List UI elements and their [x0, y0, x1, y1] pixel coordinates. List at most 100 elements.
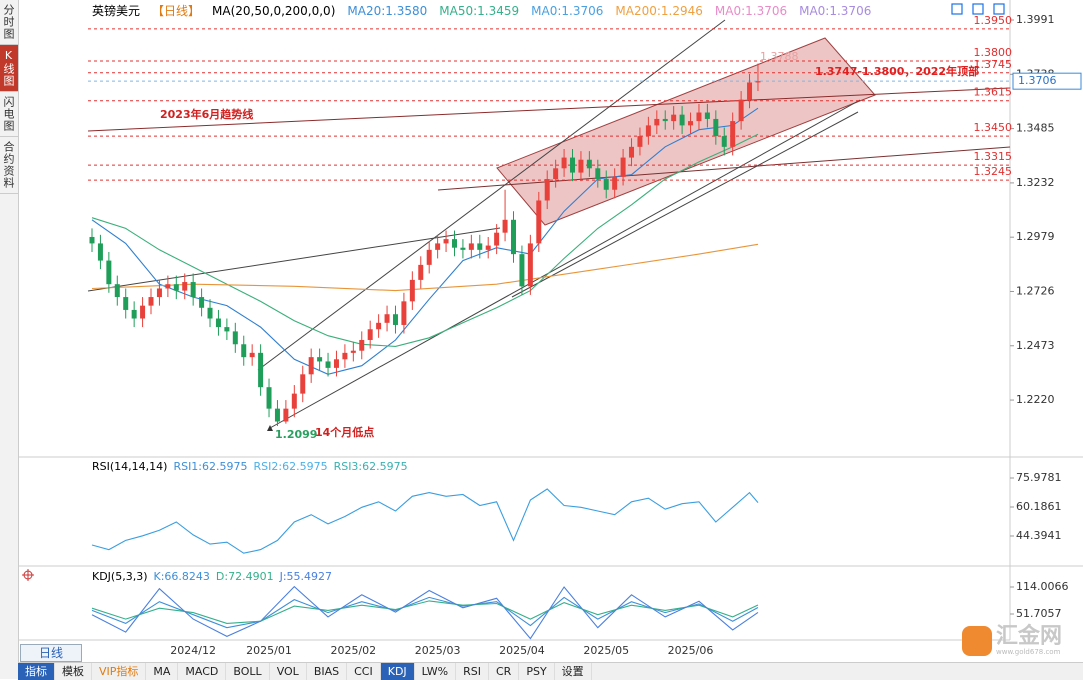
candle-body — [165, 284, 171, 289]
candle-body — [401, 301, 407, 325]
candle-body — [224, 327, 230, 332]
candle-body — [156, 288, 162, 298]
candle-body — [333, 359, 339, 368]
y-tick-label: 60.1861 — [1016, 500, 1062, 513]
legend-item: MA200:1.2946 — [615, 4, 703, 18]
candle-body — [274, 408, 280, 422]
level-label: 1.3950 — [974, 14, 1013, 27]
legend-item: MA0:1.3706 — [799, 4, 872, 18]
rsi-header: RSI(14,14,14) RSI1:62.5975 RSI2:62.5975 RSI… — [92, 460, 414, 473]
x-tick-label: 2024/12 — [170, 644, 216, 657]
logo-url: www.gold678.com — [996, 648, 1061, 656]
sidebar-tab[interactable]: K线图 — [0, 45, 18, 92]
legend-item: RSI2:62.5975 — [253, 460, 328, 473]
toolbar-item[interactable]: KDJ — [380, 663, 415, 680]
legend-item: RSI3:62.5975 — [333, 460, 408, 473]
candle-body — [485, 245, 491, 250]
candle-body — [392, 314, 398, 325]
panel-title: RSI(14,14,14) — [92, 460, 168, 473]
candle-body — [494, 232, 500, 246]
indicator-line — [91, 585, 759, 640]
candle-body — [384, 314, 390, 323]
toolbar-item[interactable]: VOL — [270, 663, 307, 680]
indicator-line — [91, 600, 759, 624]
candle-body — [283, 408, 289, 422]
toolbar-item[interactable]: MACD — [178, 663, 227, 680]
candle-body — [561, 157, 567, 169]
candle-body — [249, 352, 255, 358]
candle-body — [704, 112, 710, 119]
period: 【日线】 — [152, 4, 201, 18]
toolbar-item[interactable]: 设置 — [555, 663, 592, 680]
sidebar-tab[interactable]: 合约资料 — [0, 137, 18, 194]
candle-body — [342, 352, 348, 360]
logo: 汇金网 www.gold678.com — [962, 622, 1082, 660]
toolbar-item[interactable]: CCI — [347, 663, 381, 680]
candle-body — [190, 282, 196, 298]
toolbar-item[interactable]: CR — [489, 663, 520, 680]
y-tick-label: 1.2979 — [1016, 230, 1055, 243]
candle-body — [460, 247, 466, 250]
candle-body — [586, 159, 592, 169]
candle-body — [409, 279, 415, 302]
x-tick-label: 2025/02 — [330, 644, 376, 657]
x-tick-label: 2025/05 — [583, 644, 629, 657]
candle-body — [97, 243, 103, 261]
toolbar-item[interactable]: BIAS — [307, 663, 348, 680]
candle-body — [451, 239, 457, 248]
candle-body — [131, 309, 137, 319]
toolbar-item[interactable]: 指标 — [18, 663, 55, 680]
candle-body — [300, 374, 306, 394]
toolbar-item[interactable]: LW% — [415, 663, 457, 680]
candle-body — [418, 264, 424, 280]
candle-body — [123, 297, 129, 310]
candle-body — [443, 239, 449, 244]
trend-line — [437, 146, 1011, 191]
legend-item: MA0:1.3706 — [531, 4, 604, 18]
candle-body — [350, 350, 356, 353]
candle-body — [199, 297, 205, 308]
y-tick-label: 1.3991 — [1016, 13, 1055, 26]
x-tick-label: 2025/01 — [246, 644, 292, 657]
y-tick-label: 1.2473 — [1016, 339, 1055, 352]
y-tick-label: 1.2220 — [1016, 393, 1055, 406]
candle-body — [544, 179, 550, 201]
period-tab[interactable]: 日线 — [20, 644, 82, 662]
toolbar-item[interactable]: PSY — [519, 663, 555, 680]
candle-body — [654, 118, 660, 126]
candle-body — [232, 331, 238, 345]
legend-item: J:55.4927 — [279, 570, 333, 583]
candle-body — [662, 118, 668, 122]
candle-body — [308, 357, 314, 375]
trend-line — [87, 87, 1011, 132]
candle-body — [688, 121, 694, 126]
toolbar-item[interactable]: 模板 — [55, 663, 92, 680]
candle-body — [553, 168, 559, 180]
candle-body — [114, 284, 120, 298]
candle-body — [376, 322, 382, 330]
last-price-box — [1012, 72, 1082, 90]
toolbar-item[interactable]: VIP指标 — [92, 663, 147, 680]
candle-body — [570, 157, 576, 173]
y-tick-label: 1.2726 — [1016, 284, 1055, 297]
toolbar-item[interactable]: RSI — [456, 663, 489, 680]
candle-body — [367, 329, 373, 340]
candle-body — [89, 236, 95, 244]
sidebar-tab[interactable]: 分时图 — [0, 0, 18, 45]
candle-body — [291, 393, 297, 409]
sidebar-tab[interactable]: 闪电图 — [0, 92, 18, 137]
legend-item: D:72.4901 — [215, 570, 274, 583]
candle-body — [527, 243, 533, 287]
candle-body — [502, 219, 508, 233]
annotation: 14个月低点 — [315, 425, 374, 439]
annotation: 1.3788 — [760, 50, 799, 63]
level-label: 1.3745 — [974, 58, 1013, 71]
candle-body — [207, 307, 213, 319]
candle-body — [721, 136, 727, 147]
toolbar-item[interactable]: MA — [146, 663, 179, 680]
annotation: 1.3747-1.3800，2022年顶部 — [815, 64, 979, 78]
candle-body — [629, 146, 635, 158]
kdj-header: KDJ(5,3,3) K:66.8243 D:72.4901 J:55.4927 — [92, 570, 338, 583]
candle-body — [637, 136, 643, 147]
toolbar-item[interactable]: BOLL — [226, 663, 270, 680]
